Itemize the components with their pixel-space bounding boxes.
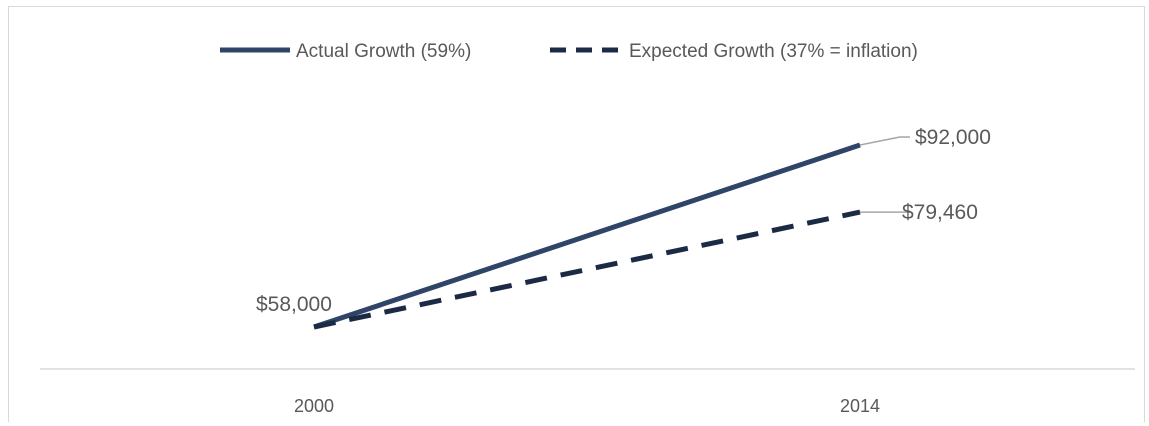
x-tick-label: 2014 (840, 396, 880, 416)
series-line-1 (313, 142, 861, 330)
data-label: $92,000 (915, 126, 991, 149)
data-label: $79,460 (902, 201, 978, 224)
legend-label-1: Actual Growth (59%) (296, 41, 471, 62)
chart-legend: Actual Growth (59%) Expected Growth (37% … (220, 41, 918, 62)
series-lines (313, 142, 861, 330)
x-tick-label: 2000 (294, 396, 334, 416)
legend-label-2: Expected Growth (37% = inflation) (629, 41, 918, 62)
data-label-leader (859, 136, 910, 146)
series-line-2 (313, 209, 861, 330)
data-labels: $58,000 $92,000 $79,460 (256, 126, 991, 316)
chart-frame (8, 6, 1145, 422)
data-label: $58,000 (256, 293, 332, 316)
x-tick-labels: 2000 2014 (294, 396, 880, 416)
